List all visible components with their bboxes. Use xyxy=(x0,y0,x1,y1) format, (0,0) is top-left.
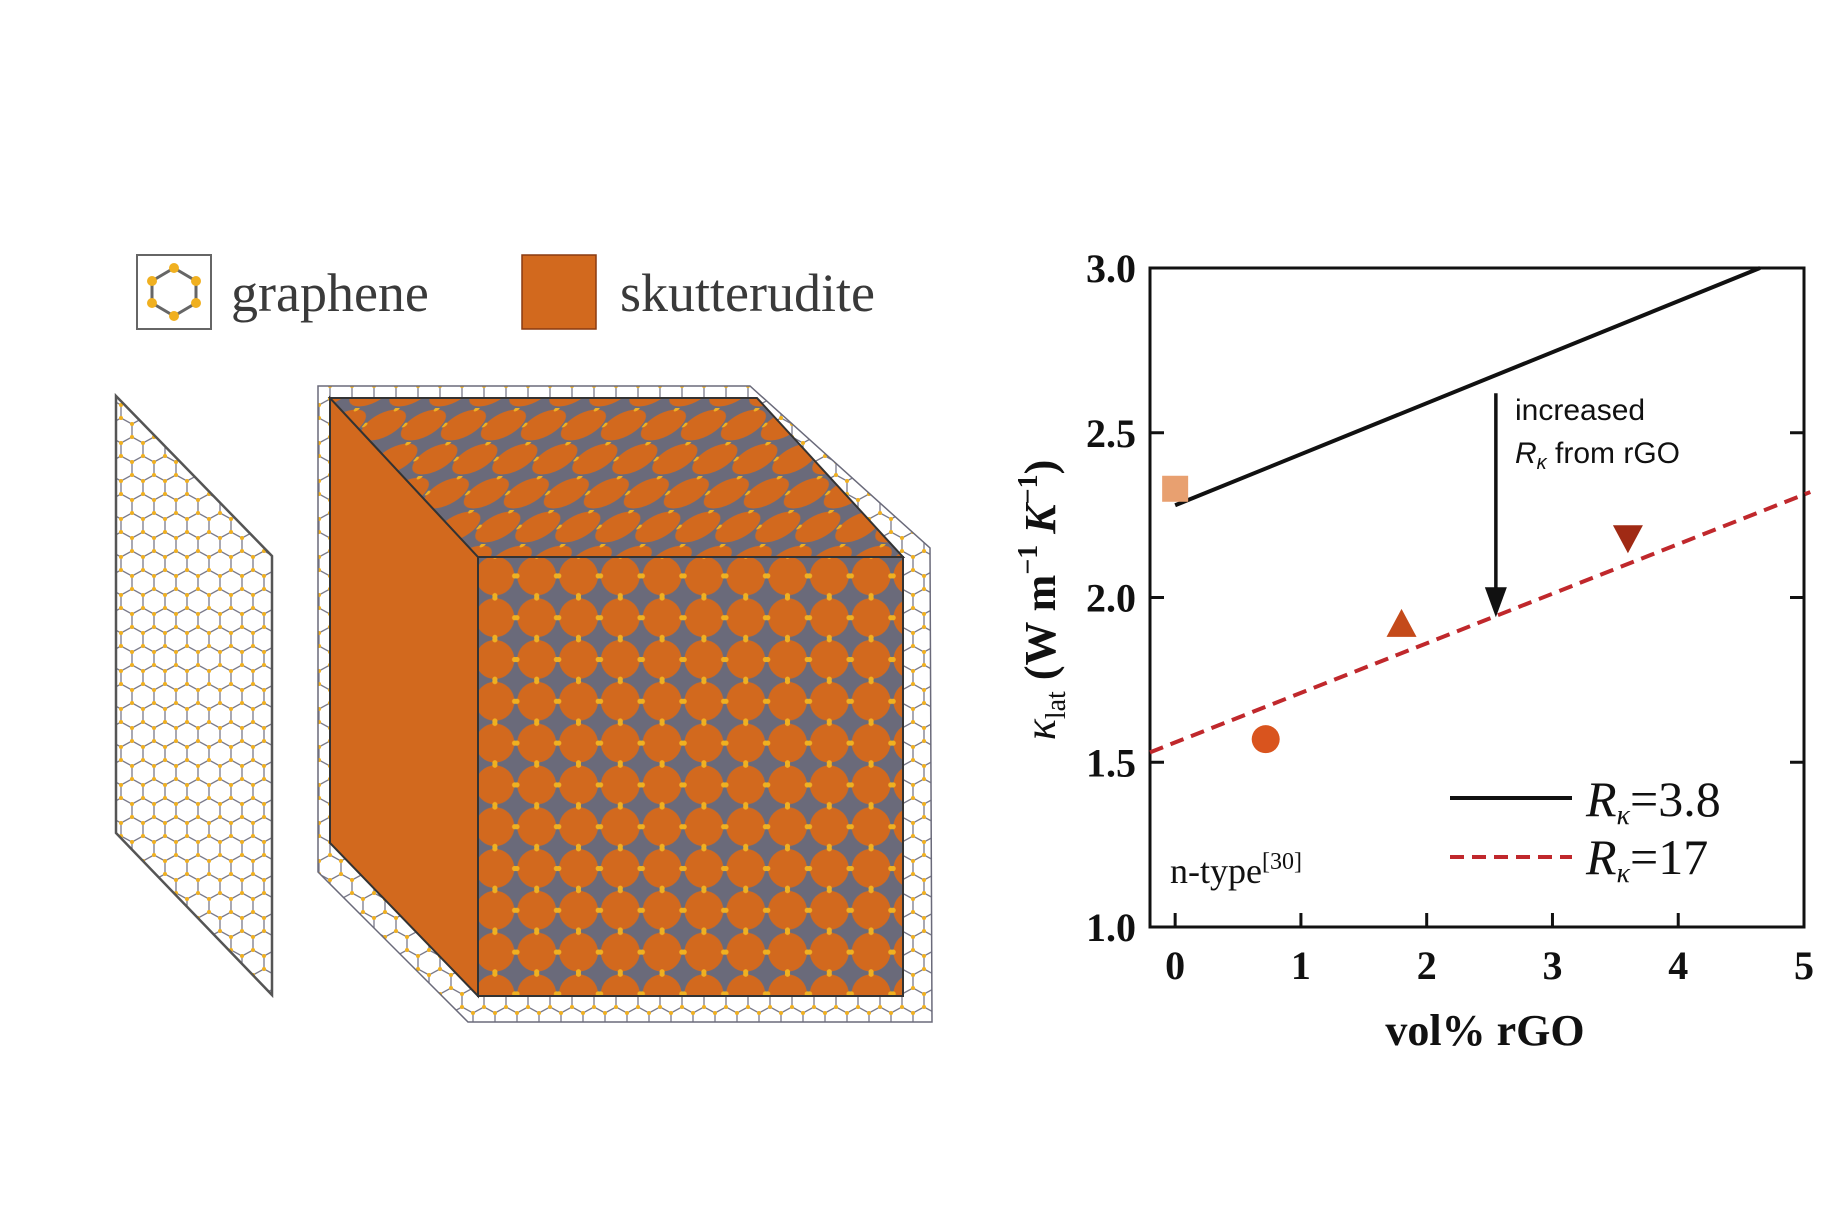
skutterudite-legend-label: skutterudite xyxy=(620,263,875,323)
y-axis-k: K xyxy=(1016,502,1065,535)
legend-dashed-sub: κ xyxy=(1617,858,1631,889)
legend-solid-val: =3.8 xyxy=(1630,771,1721,827)
y-tick-label: 3.0 xyxy=(1086,246,1136,291)
y-axis-kappa: κ xyxy=(1016,718,1065,740)
legend-solid: Rκ=3.8 xyxy=(1450,771,1721,831)
cube-front-face xyxy=(477,556,904,997)
y-tick-label: 2.0 xyxy=(1086,576,1136,621)
legend-graphene: graphene xyxy=(136,254,429,330)
data-point-square xyxy=(1162,475,1189,502)
y-tick-label: 1.5 xyxy=(1086,740,1136,785)
legend-skutterudite: skutterudite xyxy=(521,254,875,330)
series-lines xyxy=(1149,266,1812,755)
x-tick-label: 2 xyxy=(1417,943,1437,988)
x-tick-label: 5 xyxy=(1794,943,1814,988)
annotation-rest: from rGO xyxy=(1547,437,1680,470)
series-line-r17 xyxy=(1149,490,1812,755)
data-point-circle xyxy=(1251,725,1280,754)
legend-dashed: Rκ=17 xyxy=(1450,829,1708,889)
orange-square-icon xyxy=(521,254,597,330)
series-line-r3-8 xyxy=(1174,266,1761,508)
y-axis-exp1: −1 xyxy=(1013,545,1044,575)
legend-dashed-val: =17 xyxy=(1630,829,1708,885)
increase-arrow xyxy=(1484,393,1507,618)
legend-solid-sub: κ xyxy=(1617,800,1631,831)
graphene-hexagon-atoms xyxy=(147,263,201,321)
x-tick-label: 0 xyxy=(1165,943,1185,988)
legend-solid-r: R xyxy=(1585,771,1617,827)
y-axis-sub: lat xyxy=(1041,691,1072,719)
annotation-r: R xyxy=(1515,437,1537,470)
x-axis-ticks: 0 1 2 3 4 5 xyxy=(1165,913,1814,988)
annotation-r-sub: κ xyxy=(1537,452,1548,474)
data-points xyxy=(1162,475,1643,754)
y-axis-exp2: −1 xyxy=(1013,474,1044,504)
schematic: graphene skutterudite xyxy=(114,254,933,1023)
y-tick-label: 2.5 xyxy=(1086,411,1136,456)
y-axis-ticks: 1.0 1.5 2.0 2.5 3.0 xyxy=(1086,246,1804,950)
y-tick-label: 1.0 xyxy=(1086,905,1136,950)
graphene-sheet xyxy=(114,392,274,999)
ntype-note: n-type[30] xyxy=(1170,849,1302,891)
legend-dashed-label: Rκ=17 xyxy=(1585,829,1708,889)
x-axis-title: vol% rGO xyxy=(1385,1006,1584,1055)
data-point-triangle-down xyxy=(1612,525,1643,554)
x-tick-label: 3 xyxy=(1542,943,1562,988)
data-point-triangle-up xyxy=(1386,608,1417,637)
annotation-line2: Rκ from rGO xyxy=(1515,437,1680,474)
ntype-ref: [30] xyxy=(1262,849,1302,875)
y-axis-close: ) xyxy=(1016,460,1065,475)
legend-dashed-r: R xyxy=(1585,829,1617,885)
x-tick-label: 1 xyxy=(1291,943,1311,988)
y-axis-title: κlat (W m−1 K−1) xyxy=(1013,460,1072,741)
graphene-legend-label: graphene xyxy=(231,263,429,323)
ntype-text: n-type xyxy=(1170,851,1262,891)
composite-cube xyxy=(317,385,933,1023)
arrow-head xyxy=(1484,587,1507,618)
x-tick-label: 4 xyxy=(1668,943,1688,988)
legend-solid-label: Rκ=3.8 xyxy=(1585,771,1721,831)
annotation-line1: increased xyxy=(1515,394,1645,427)
y-axis-open: (W m xyxy=(1016,575,1065,681)
